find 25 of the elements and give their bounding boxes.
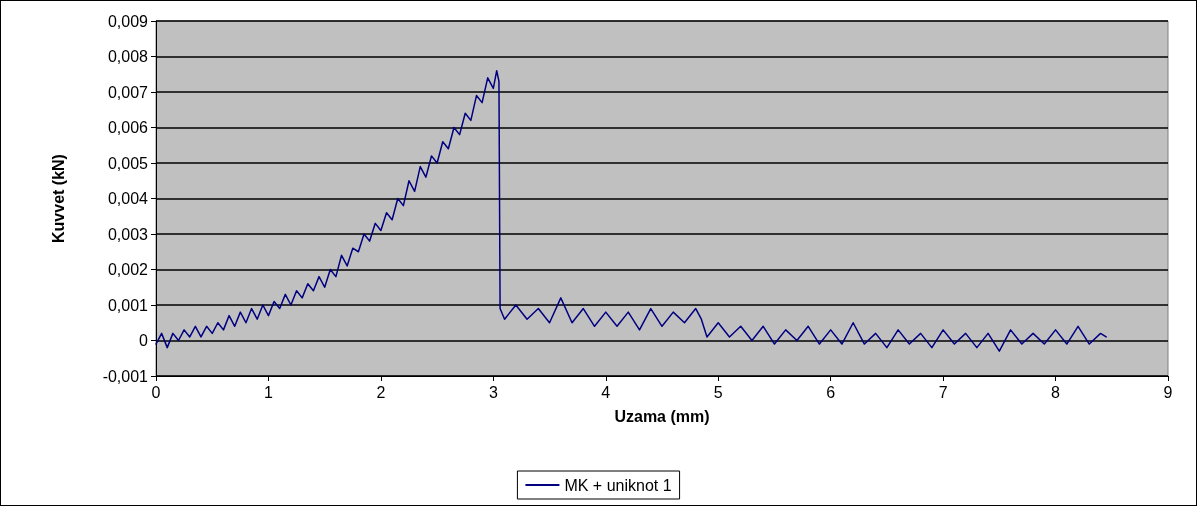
y-tick-label: 0,006 <box>107 119 149 136</box>
x-tick-label: 9 <box>1163 383 1173 401</box>
x-axis-title: Uzama (mm) <box>614 407 710 425</box>
y-axis-title: Kuvvet (kN) <box>49 154 67 243</box>
x-tick-label: 2 <box>376 383 386 401</box>
y-tick-label: -0,001 <box>102 367 149 385</box>
y-tick-label: 0,001 <box>107 296 149 314</box>
x-tick-label: 4 <box>601 383 611 401</box>
y-tick-label: 0 <box>139 332 149 349</box>
y-tick-label: 0,005 <box>107 154 149 172</box>
x-tick-label: 5 <box>713 383 723 401</box>
x-tick-label: 7 <box>938 383 948 401</box>
x-tick-label: 1 <box>263 383 273 401</box>
y-tick-label: 0,009 <box>107 12 149 30</box>
x-tick-label: 8 <box>1051 383 1061 401</box>
x-tick-label: 6 <box>826 383 836 401</box>
y-tick-label: 0,004 <box>107 190 149 207</box>
x-tick-label: 0 <box>151 383 161 401</box>
legend-label: MK + uniknot 1 <box>564 476 672 494</box>
y-tick-label: 0,008 <box>107 48 149 65</box>
line-series <box>155 69 1107 352</box>
x-tick-label: 3 <box>488 383 498 401</box>
y-tick-label: 0,007 <box>107 83 149 101</box>
y-tick-label: 0,002 <box>107 261 149 278</box>
y-tick-label: 0,003 <box>107 225 149 243</box>
